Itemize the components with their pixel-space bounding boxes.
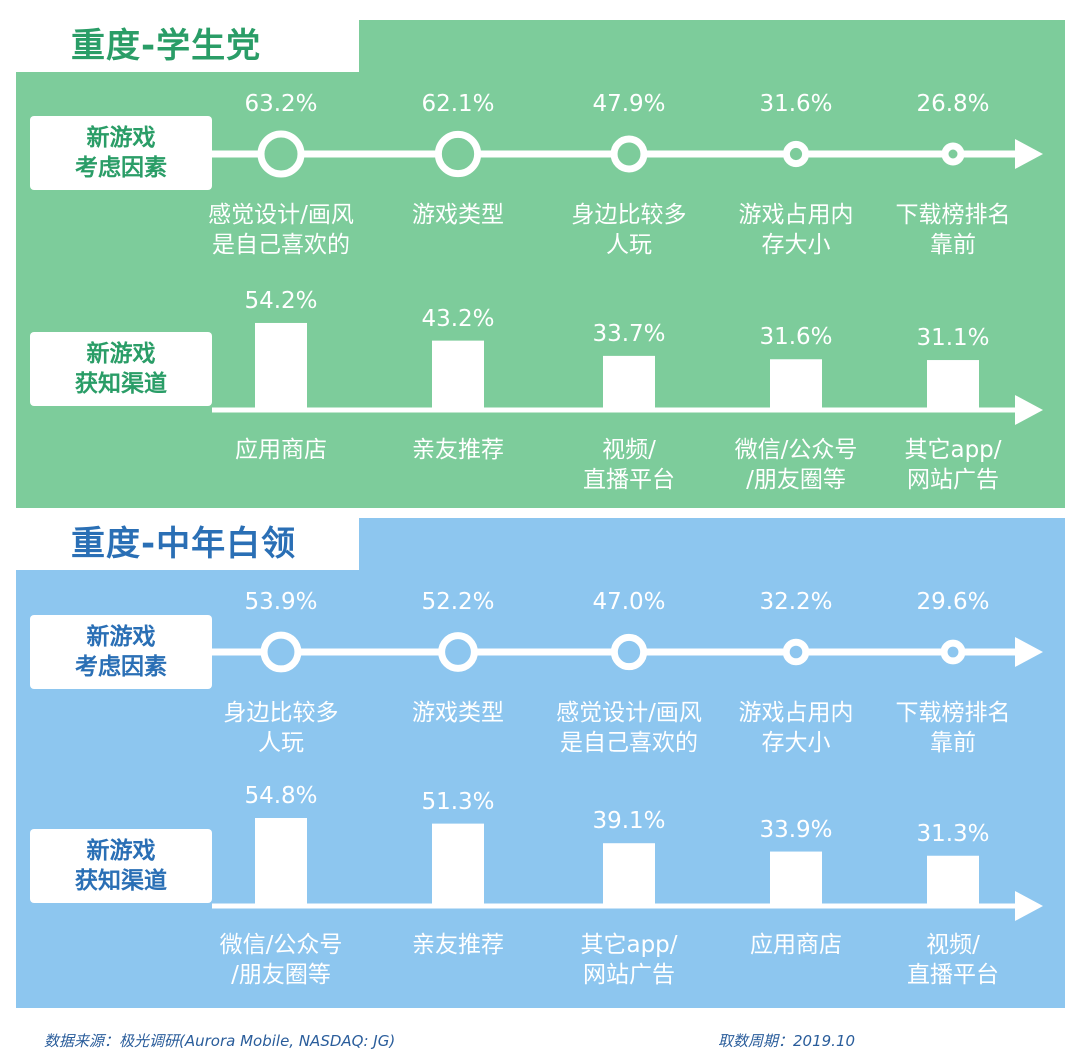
- data-label: 63.2%: [244, 91, 318, 117]
- category-label: 游戏占用内 存大小: [738, 700, 854, 756]
- row-label-factors: 新游戏 考虑因素: [30, 615, 212, 689]
- category-label: 感觉设计/画风 是自己喜欢的: [556, 700, 702, 756]
- bar: [603, 355, 655, 410]
- category-label: 微信/公众号 /朋友圈等: [734, 437, 858, 493]
- data-label: 29.6%: [916, 589, 990, 615]
- category-label: 应用商店: [750, 932, 842, 958]
- category-label: 身边比较多 人玩: [571, 202, 687, 258]
- panel-graph: [212, 130, 1043, 425]
- category-label: 游戏类型: [412, 700, 504, 726]
- data-label: 31.1%: [916, 325, 990, 352]
- data-label: 31.6%: [759, 324, 833, 351]
- category-label: 微信/公众号 /朋友圈等: [219, 932, 343, 988]
- bar: [432, 823, 484, 906]
- row-label-line: 新游戏: [86, 125, 156, 151]
- row-label-line: 新游戏: [86, 838, 156, 864]
- data-label: 33.7%: [592, 320, 666, 347]
- category-label: 下载榜排名 靠前: [895, 202, 1011, 258]
- panel-tab: 重度-中年白领: [16, 518, 359, 570]
- bar: [432, 340, 484, 410]
- category-label: 其它app/ 网站广告: [904, 437, 1002, 493]
- category-label: 其它app/ 网站广告: [580, 932, 678, 988]
- panel-graph: [212, 631, 1043, 921]
- bar: [255, 322, 307, 410]
- bar: [603, 843, 655, 906]
- data-label: 54.8%: [244, 783, 318, 809]
- data-point-circle: [941, 142, 965, 166]
- data-point-circle: [610, 633, 648, 671]
- data-label: 47.9%: [592, 91, 666, 117]
- panel-students: 重度-学生党 新游戏 考虑因素 新游戏 获知渠道 63.2% 感觉设计/画风 是自…: [16, 20, 1065, 508]
- data-label: 53.9%: [244, 589, 318, 615]
- axis-arrowhead: [1015, 139, 1043, 169]
- data-label: 47.0%: [592, 589, 666, 615]
- panel-tab: 重度-学生党: [16, 20, 359, 72]
- category-label: 视频/ 直播平台: [907, 932, 999, 988]
- footer-source: 数据来源：极光调研(Aurora Mobile, NASDAQ: JG): [44, 1032, 396, 1050]
- row-label-line: 获知渠道: [75, 868, 167, 894]
- panel-office-workers: 重度-中年白领 新游戏 考虑因素 新游戏 获知渠道 53.9% 身边比较多 人玩 5…: [16, 518, 1065, 1008]
- row-label-line: 获知渠道: [75, 371, 167, 397]
- data-label: 43.2%: [421, 305, 495, 332]
- data-label: 54.2%: [244, 287, 318, 314]
- bar: [770, 359, 822, 410]
- data-label: 39.1%: [592, 808, 666, 835]
- panel-title: 重度-中年白领: [71, 524, 297, 564]
- data-label: 62.1%: [421, 91, 495, 117]
- category-label: 游戏类型: [412, 202, 504, 228]
- data-point-circle: [434, 130, 482, 178]
- axis-arrowhead: [1015, 395, 1043, 425]
- bar: [255, 818, 307, 906]
- data-label: 26.8%: [916, 91, 990, 117]
- category-label: 游戏占用内 存大小: [738, 202, 854, 258]
- row-label-line: 考虑因素: [75, 155, 167, 181]
- category-label: 身边比较多 人玩: [223, 700, 339, 756]
- category-label: 视频/ 直播平台: [583, 437, 675, 493]
- data-label: 33.9%: [759, 816, 833, 843]
- data-point-circle: [782, 140, 810, 168]
- category-label: 下载榜排名 靠前: [895, 700, 1011, 756]
- category-label: 亲友推荐: [412, 437, 504, 463]
- bar: [927, 855, 979, 906]
- category-label: 应用商店: [235, 437, 327, 463]
- row-label-factors: 新游戏 考虑因素: [30, 116, 212, 190]
- data-point-circle: [260, 631, 302, 673]
- axis-arrowhead: [1015, 637, 1043, 667]
- data-label: 31.3%: [916, 820, 990, 847]
- data-label: 52.2%: [421, 589, 495, 615]
- row-label-line: 新游戏: [86, 624, 156, 650]
- footer-period: 取数周期：2019.10: [718, 1032, 856, 1050]
- row-label-line: 考虑因素: [75, 654, 167, 680]
- category-label: 亲友推荐: [412, 932, 504, 958]
- data-point-circle: [610, 135, 648, 173]
- data-point-circle: [257, 130, 305, 178]
- row-label-channels: 新游戏 获知渠道: [30, 829, 212, 903]
- data-point-circle: [782, 638, 810, 666]
- panel-title: 重度-学生党: [71, 26, 262, 66]
- data-point-circle: [438, 632, 478, 672]
- data-point-circle: [940, 639, 966, 665]
- row-label-channels: 新游戏 获知渠道: [30, 332, 212, 406]
- axis-arrowhead: [1015, 891, 1043, 921]
- data-label: 32.2%: [759, 589, 833, 615]
- data-label: 31.6%: [759, 91, 833, 117]
- bar: [770, 851, 822, 906]
- bar: [927, 360, 979, 410]
- category-label: 感觉设计/画风 是自己喜欢的: [208, 202, 354, 258]
- data-label: 51.3%: [421, 788, 495, 815]
- row-label-line: 新游戏: [86, 341, 156, 367]
